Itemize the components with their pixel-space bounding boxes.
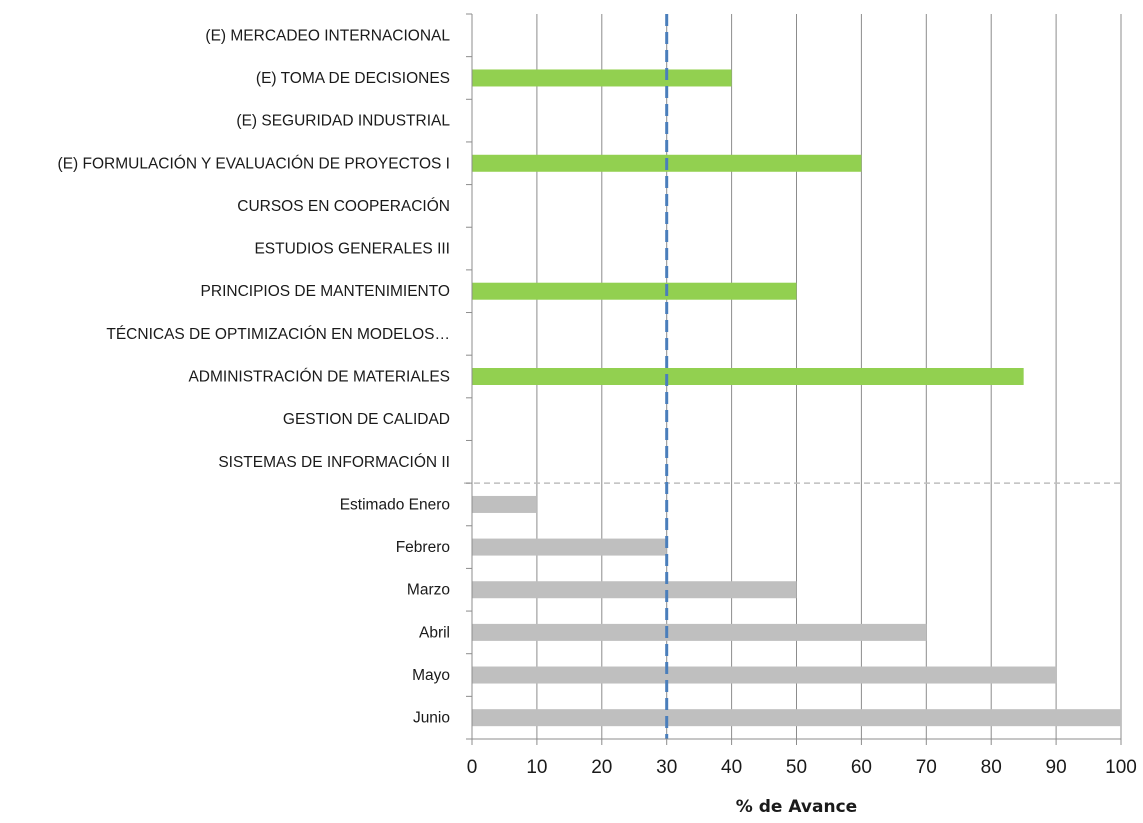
category-label-14: Abril	[419, 624, 450, 641]
bar-11	[472, 495, 537, 513]
category-label-6: PRINCIPIOS DE MANTENIMIENTO	[201, 283, 450, 300]
category-label-11: Estimado Enero	[340, 496, 450, 513]
x-tick-label-70: 70	[916, 757, 937, 778]
bar-12	[472, 538, 667, 556]
bar-14	[472, 623, 927, 641]
x-tick-label-50: 50	[786, 757, 807, 778]
axes	[466, 13, 1122, 745]
x-tick-label-100: 100	[1105, 757, 1137, 778]
bar-16	[472, 709, 1121, 727]
category-label-1: (E) TOMA DE DECISIONES	[256, 70, 450, 87]
bar-1	[472, 69, 732, 87]
x-tick-labels: 0 10 20 30 40 50 60 70 80 90 100	[467, 757, 1137, 778]
category-label-4: CURSOS EN COOPERACIÓN	[237, 198, 450, 215]
bar-8	[472, 368, 1024, 385]
category-label-0: (E) MERCADEO INTERNACIONAL	[205, 27, 450, 44]
category-label-15: Mayo	[412, 667, 450, 684]
x-tick-label-30: 30	[656, 757, 677, 778]
category-label-12: Febrero	[396, 539, 450, 556]
category-label-16: Junio	[413, 710, 450, 727]
category-label-3: (E) FORMULACIÓN Y EVALUACIÓN DE PROYECTO…	[58, 155, 450, 172]
x-tick-label-0: 0	[467, 757, 478, 778]
category-label-8: ADMINISTRACIÓN DE MATERIALES	[188, 369, 450, 386]
category-label-5: ESTUDIOS GENERALES III	[254, 241, 450, 258]
x-axis-title: % de Avance	[736, 797, 857, 817]
x-tick-label-90: 90	[1046, 757, 1067, 778]
bar-13	[472, 581, 797, 599]
category-label-10: SISTEMAS DE INFORMACIÓN II	[218, 454, 450, 471]
category-labels: (E) MERCADEO INTERNACIONAL (E) TOMA DE DE…	[58, 27, 451, 726]
category-label-13: Marzo	[407, 582, 450, 599]
x-tick-label-60: 60	[851, 757, 872, 778]
x-tick-label-40: 40	[721, 757, 742, 778]
category-label-7: TÉCNICAS DE OPTIMIZACIÓN EN MODELOS…	[106, 326, 450, 343]
category-label-9: GESTION DE CALIDAD	[283, 411, 450, 428]
x-tick-label-80: 80	[981, 757, 1002, 778]
category-label-2: (E) SEGURIDAD INDUSTRIAL	[236, 113, 450, 130]
bars	[472, 14, 1121, 739]
bar-15	[472, 666, 1057, 684]
bar-6	[472, 282, 797, 300]
x-tick-label-20: 20	[591, 757, 612, 778]
x-tick-label-10: 10	[526, 757, 547, 778]
